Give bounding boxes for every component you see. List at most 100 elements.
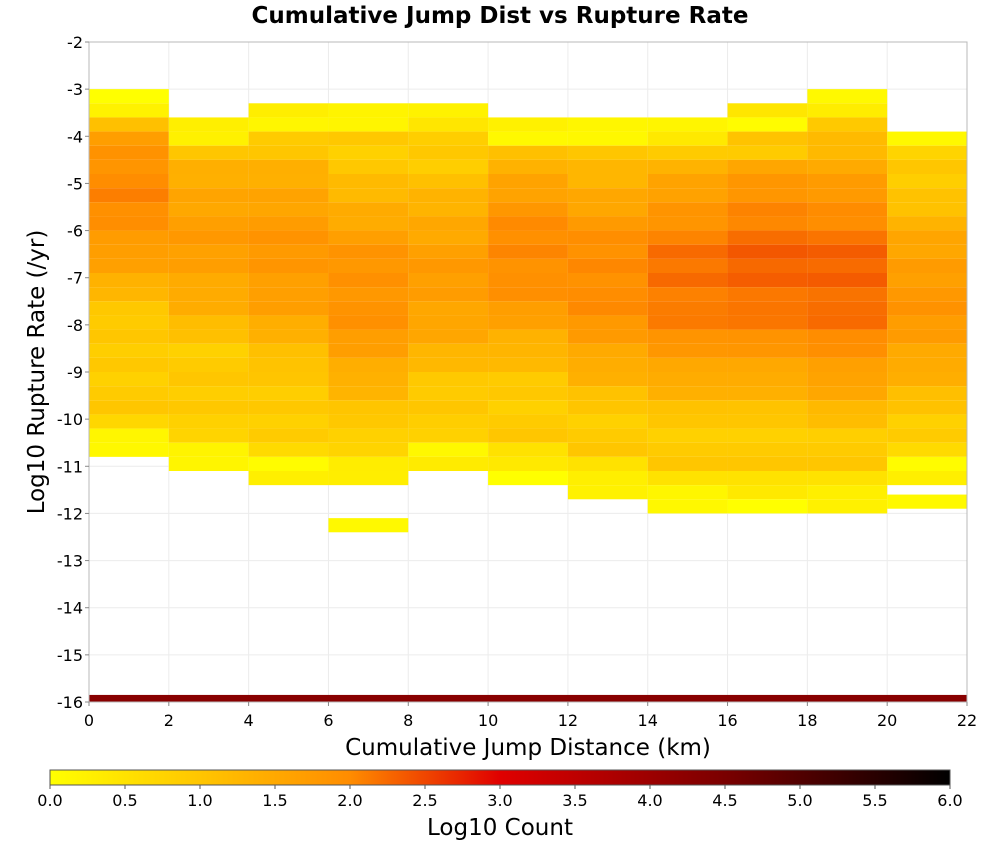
heatmap-cell — [488, 329, 568, 344]
heatmap-cell — [807, 287, 888, 302]
heatmap-cell — [727, 159, 808, 174]
heatmap-cell — [567, 188, 648, 203]
heatmap-cell — [567, 329, 648, 344]
colorbar-tick-label: 0.0 — [37, 791, 62, 810]
heatmap-cell — [887, 442, 967, 457]
heatmap-cell — [727, 343, 808, 358]
heatmap-cell — [727, 131, 808, 146]
heatmap-cell — [567, 145, 648, 160]
heatmap-cell — [807, 357, 888, 372]
heatmap-cell — [727, 386, 808, 401]
heatmap-cell — [168, 301, 249, 316]
heatmap-cell — [887, 372, 967, 387]
heatmap-cell — [168, 159, 249, 174]
colorbar-tick-label: 1.0 — [187, 791, 212, 810]
x-tick-label: 22 — [957, 711, 977, 730]
heatmap-cell — [727, 230, 808, 245]
heatmap-cell — [567, 343, 648, 358]
heatmap-cell — [168, 357, 249, 372]
heatmap-cell — [807, 244, 888, 259]
heatmap-cell — [89, 188, 169, 203]
heatmap-cell — [567, 131, 648, 146]
heatmap-cell — [89, 159, 169, 174]
heatmap-cell — [567, 202, 648, 217]
x-tick-label: 20 — [877, 711, 897, 730]
heatmap-cell — [248, 315, 329, 330]
heatmap-cell — [248, 131, 329, 146]
heatmap-cell — [567, 357, 648, 372]
heatmap-cell — [887, 428, 967, 443]
heatmap-cell — [168, 329, 249, 344]
y-tick-label: -15 — [57, 646, 83, 665]
heatmap-cell — [807, 117, 888, 132]
colorbar-label: Log10 Count — [427, 815, 573, 841]
heatmap-cell — [248, 174, 329, 189]
heatmap-cell — [488, 414, 568, 429]
heatmap-cell — [727, 117, 808, 132]
heatmap-cell — [408, 159, 489, 174]
heatmap-cell — [168, 315, 249, 330]
heatmap-cell — [488, 216, 568, 231]
heatmap-cell — [807, 485, 888, 500]
heatmap-cell — [887, 343, 967, 358]
heatmap-cell — [488, 117, 568, 132]
heatmap-cell — [168, 273, 249, 288]
heatmap-cell — [328, 273, 409, 288]
heatmap-cell — [408, 117, 489, 132]
heatmap-cell — [408, 244, 489, 259]
colorbar-tick-label: 0.5 — [112, 791, 137, 810]
heatmap-cell — [408, 400, 489, 415]
heatmap-cell — [168, 428, 249, 443]
y-tick-label: -10 — [57, 410, 83, 429]
heatmap-cell — [408, 428, 489, 443]
heatmap-cell — [727, 103, 808, 118]
heatmap-cell — [248, 145, 329, 160]
heatmap-cell — [807, 216, 888, 231]
heatmap-cell — [567, 244, 648, 259]
heatmap-cell — [328, 258, 409, 273]
heatmap-cell — [248, 428, 329, 443]
heatmap-cell — [89, 386, 169, 401]
heatmap-cell — [168, 244, 249, 259]
heatmap-cell — [408, 329, 489, 344]
heatmap-cell — [89, 202, 169, 217]
heatmap-cell — [328, 287, 409, 302]
heatmap-cell — [168, 386, 249, 401]
heatmap-cell — [887, 188, 967, 203]
heatmap-cell — [727, 372, 808, 387]
heatmap-cell — [647, 131, 728, 146]
heatmap-cell — [328, 301, 409, 316]
heatmap-cell — [328, 145, 409, 160]
colorbar-tick-label: 5.5 — [862, 791, 887, 810]
heatmap-cell — [408, 230, 489, 245]
heatmap-cell — [248, 202, 329, 217]
heatmap-cell — [488, 343, 568, 358]
y-axis-label: Log10 Rupture Rate (/yr) — [24, 230, 50, 515]
heatmap-cell — [168, 258, 249, 273]
y-tick-label: -5 — [67, 174, 83, 193]
heatmap-cell — [807, 315, 888, 330]
heatmap-cell — [727, 174, 808, 189]
heatmap-cell — [168, 131, 249, 146]
heatmap-cell — [807, 230, 888, 245]
heatmap-cell — [727, 188, 808, 203]
heatmap-cell — [727, 428, 808, 443]
heatmap-cell — [168, 174, 249, 189]
heatmap-cell — [807, 400, 888, 415]
colorbar-tick-label: 2.5 — [412, 791, 437, 810]
heatmap-cell — [567, 471, 648, 486]
heatmap-cell — [727, 145, 808, 160]
heatmap-cell — [168, 442, 249, 457]
heatmap-cell — [328, 159, 409, 174]
heatmap-cell — [647, 414, 728, 429]
heatmap-cell — [328, 244, 409, 259]
heatmap-cell — [727, 202, 808, 217]
heatmap-cell — [89, 131, 169, 146]
heatmap-cell — [408, 456, 489, 471]
heatmap-cell — [807, 301, 888, 316]
heatmap-cell — [488, 357, 568, 372]
heatmap-cell — [408, 343, 489, 358]
heatmap-cell — [328, 400, 409, 415]
heatmap-cell — [328, 372, 409, 387]
